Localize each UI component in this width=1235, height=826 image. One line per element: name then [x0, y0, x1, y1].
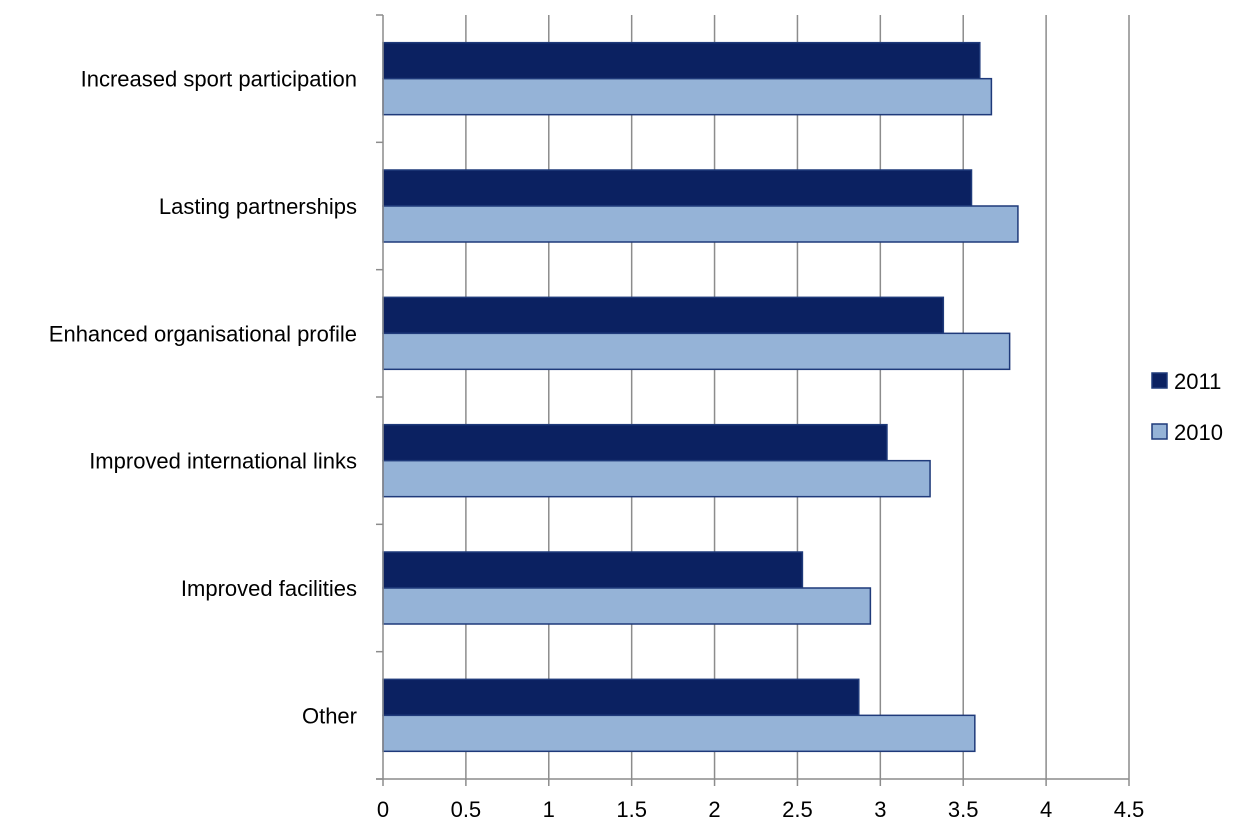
labels: 0 0.5 1 1.5 2 2.5 3 3.5 4 4.5 Increased sport part…	[49, 67, 1145, 822]
x-tick-label: 0.5	[451, 797, 482, 822]
category-label: Increased sport participation	[81, 67, 357, 92]
category-label: Enhanced organisational profile	[49, 321, 357, 346]
bar-2010	[382, 714, 976, 753]
bar-2010	[382, 587, 872, 625]
x-tick-label: 2	[708, 797, 720, 822]
bar-2011	[382, 169, 973, 207]
category-label: Improved facilities	[181, 576, 357, 601]
bar-2010	[382, 459, 931, 498]
legend: 2011 2010	[1151, 369, 1223, 445]
x-tick-label: 4	[1040, 797, 1052, 822]
gridlines	[465, 15, 1130, 779]
legend-label-2011: 2011	[1174, 369, 1221, 394]
bar-2011	[382, 551, 804, 589]
bar-2011	[382, 423, 888, 462]
bar-2011	[382, 678, 860, 717]
legend-swatch-2011	[1151, 372, 1168, 389]
bar-2010	[382, 77, 993, 116]
axes	[376, 14, 1130, 786]
category-label: Improved international links	[89, 449, 357, 474]
bar-2010	[382, 205, 1019, 243]
x-tick-label: 0	[377, 797, 389, 822]
bars	[382, 41, 1019, 753]
bar-2010	[382, 332, 1011, 371]
x-tick-label: 2.5	[782, 797, 813, 822]
legend-label-2010: 2010	[1174, 420, 1223, 445]
x-tick-label: 1	[543, 797, 555, 822]
category-label: Lasting partnerships	[159, 194, 357, 219]
category-label: Other	[302, 703, 357, 728]
x-tick-label: 3	[874, 797, 886, 822]
legend-swatch-2010	[1151, 423, 1168, 440]
x-tick-label: 4.5	[1114, 797, 1145, 822]
x-tick-label: 3.5	[948, 797, 979, 822]
bar-2011	[382, 296, 945, 335]
x-tick-label: 1.5	[616, 797, 647, 822]
bar-2011	[382, 41, 981, 80]
